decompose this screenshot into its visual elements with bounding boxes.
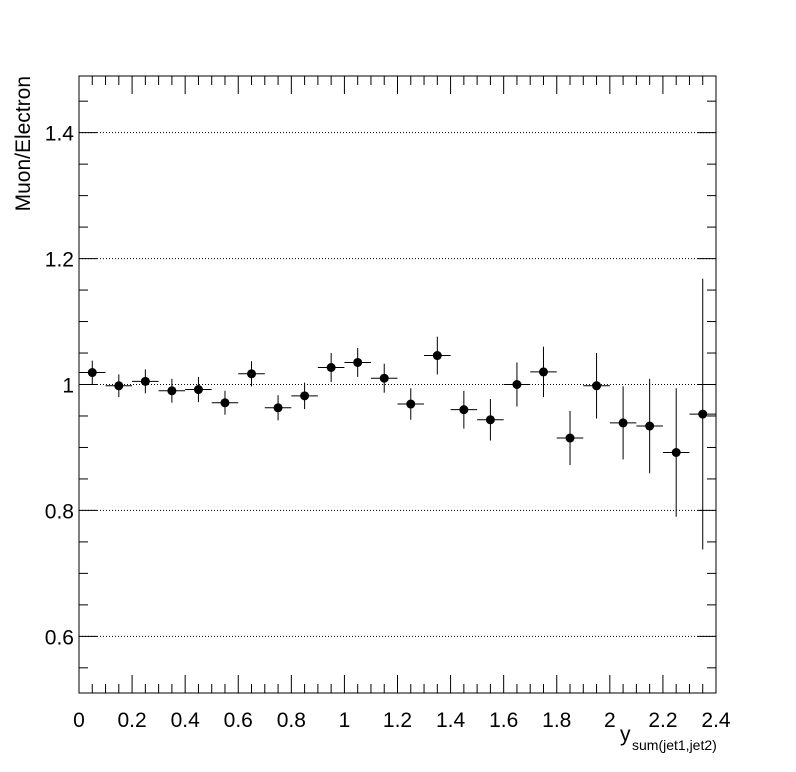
x-tick-label: 0.2 <box>117 709 146 732</box>
point-marker <box>87 368 97 378</box>
point-marker <box>193 385 203 395</box>
data-point <box>344 347 371 377</box>
x-tick-label: 1.8 <box>542 709 571 732</box>
grid-lines <box>79 132 716 637</box>
point-marker <box>247 369 257 379</box>
data-points <box>79 278 716 550</box>
point-marker <box>406 399 416 409</box>
x-tick-label: 0 <box>73 709 85 732</box>
x-axis-title-subscript: sum(jet1,jet2) <box>632 737 717 753</box>
point-marker <box>698 409 708 419</box>
data-point <box>370 363 398 393</box>
point-marker <box>512 380 522 389</box>
data-point <box>238 361 265 387</box>
data-point <box>583 353 610 419</box>
x-tick-label: 2.4 <box>701 709 731 732</box>
data-point <box>424 336 451 375</box>
data-point <box>556 410 584 466</box>
point-marker <box>167 386 177 396</box>
data-point <box>689 278 716 550</box>
x-tick-label: 2 <box>604 709 616 732</box>
data-point <box>397 388 425 420</box>
tick-labels: 0 0.2 0.4 0.6 0.8 1 1.2 1.4 1.6 1.8 2 2.2 2.4 0.6 0.8 1… <box>45 123 731 732</box>
y-tick-label: 0.6 <box>45 626 74 649</box>
data-point <box>264 395 292 421</box>
y-tick-label: 1.2 <box>45 249 74 272</box>
point-marker <box>326 363 336 373</box>
x-tick-label: 0.4 <box>171 709 201 732</box>
x-tick-label: 0.6 <box>224 709 253 732</box>
point-marker <box>592 381 602 391</box>
data-point <box>636 378 663 474</box>
x-tick-label: 1.2 <box>383 709 412 732</box>
y-tick-label: 1.4 <box>45 123 75 146</box>
point-marker <box>645 421 655 431</box>
y-axis-title: Muon/Electron <box>12 76 35 211</box>
point-marker <box>618 418 628 428</box>
x-tick-label: 0.8 <box>277 709 306 732</box>
point-marker <box>538 367 548 377</box>
point-marker <box>379 373 389 383</box>
data-point <box>158 378 186 403</box>
point-marker <box>459 405 469 415</box>
data-point <box>185 376 212 403</box>
data-point <box>530 346 557 398</box>
x-tick-label: 1.4 <box>436 709 466 732</box>
data-point <box>317 353 345 382</box>
axis-ticks <box>78 76 717 693</box>
data-point <box>609 386 637 460</box>
x-tick-label: 1.6 <box>489 709 518 732</box>
point-marker <box>300 391 310 401</box>
y-tick-label: 0.8 <box>45 500 74 523</box>
point-marker <box>140 376 150 386</box>
point-marker <box>114 381 124 391</box>
data-point <box>132 369 159 394</box>
point-marker <box>220 398 230 408</box>
point-marker <box>353 357 363 367</box>
point-marker <box>671 447 681 457</box>
point-marker <box>273 403 283 413</box>
x-axis-title: y <box>620 723 631 746</box>
point-marker <box>485 415 495 425</box>
data-point <box>79 360 106 385</box>
data-point <box>291 382 318 410</box>
y-tick-label: 1 <box>62 375 74 398</box>
data-point <box>662 388 690 517</box>
data-point <box>450 390 478 429</box>
x-tick-label: 2.2 <box>648 709 677 732</box>
data-point <box>211 390 239 415</box>
x-tick-label: 1 <box>339 709 351 732</box>
data-point <box>503 362 531 407</box>
data-point <box>477 398 504 441</box>
point-marker <box>432 351 442 361</box>
data-point <box>105 374 133 398</box>
point-marker <box>565 433 575 443</box>
